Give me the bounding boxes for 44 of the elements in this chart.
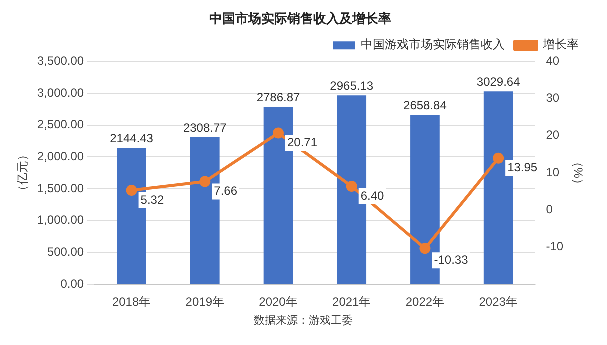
y2-tick-label: 30: [546, 91, 560, 106]
legend-label: 增长率: [542, 38, 579, 52]
text: 2308.77: [183, 120, 227, 135]
point: [200, 176, 211, 188]
text: 13.95: [508, 160, 538, 175]
x-tick-label: 2020年: [259, 295, 298, 310]
point: [126, 184, 138, 196]
y-tick-label: 1,500.00: [37, 181, 84, 196]
text: 2965.13: [330, 78, 374, 93]
y2-tick-label: 10: [546, 165, 560, 180]
point: [493, 152, 504, 164]
text: 2786.87: [256, 90, 300, 104]
y2-axis-title: （%）: [571, 156, 586, 190]
x-tick-label: 2018年: [112, 295, 152, 310]
point: [273, 128, 284, 139]
source-note: 数据来源：游戏工委: [253, 313, 354, 328]
chart-title: 中国市场实际销售收入及增长率: [210, 11, 392, 28]
y-tick-label: 0.00: [60, 276, 84, 291]
y2-tick-label: 0: [546, 202, 554, 217]
y-tick-label: 500.00: [47, 245, 84, 260]
text: 2144.43: [110, 131, 154, 146]
text: -10.33: [434, 252, 468, 267]
text: 20.71: [288, 136, 318, 150]
text: 6.40: [360, 188, 384, 203]
y-tick-label: 2,000.00: [37, 149, 84, 164]
x-tick-label: 2023年: [479, 295, 518, 310]
y-tick-label: 2,500.00: [37, 118, 84, 132]
point: [420, 243, 431, 254]
point: [346, 180, 358, 192]
y2-tick-label: 20: [546, 128, 560, 142]
y2-tick-label: -10: [546, 240, 564, 254]
text: 2658.84: [404, 98, 447, 113]
text: 7.66: [214, 184, 238, 198]
y-tick-label: 3,000.00: [37, 86, 84, 100]
text: 3029.64: [476, 74, 520, 89]
x-tick-label: 2021年: [332, 295, 372, 310]
text: 5.32: [140, 192, 164, 207]
y-axis-title: （亿元）: [16, 149, 30, 198]
x-tick-label: 2022年: [406, 295, 445, 310]
y2-tick-label: 40: [546, 54, 560, 68]
y-tick-label: 1,000.00: [37, 213, 84, 228]
legend-label: 中国游戏市场实际销售收入: [361, 38, 505, 52]
x-tick-label: 2019年: [186, 295, 224, 310]
y-tick-label: 3,500.00: [37, 54, 84, 68]
